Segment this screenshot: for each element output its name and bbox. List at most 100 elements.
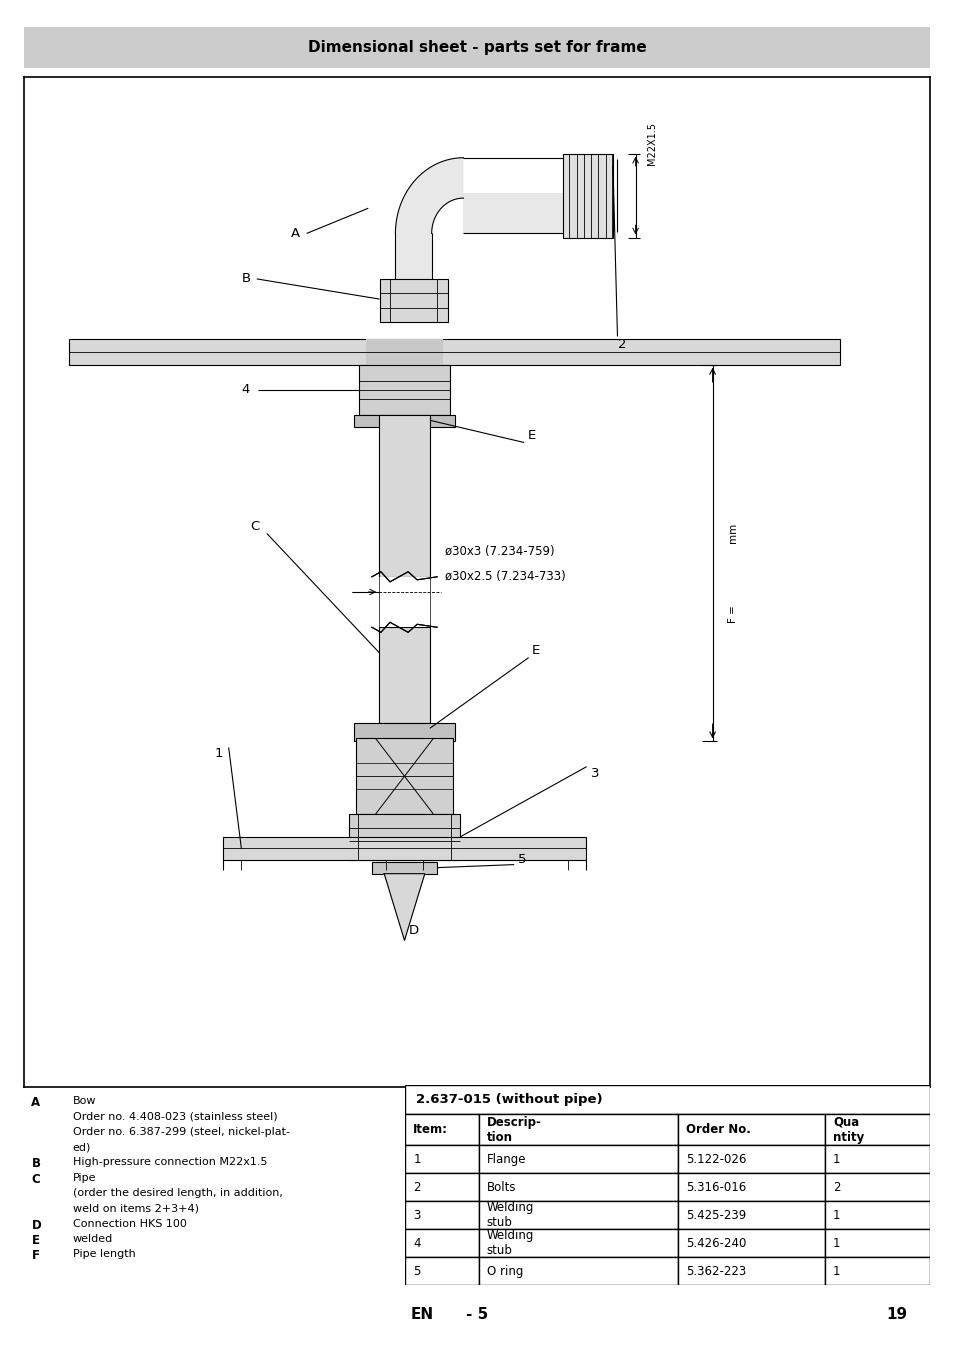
Bar bbox=[678, 1230, 824, 1257]
Text: F: F bbox=[31, 1249, 39, 1262]
Bar bbox=[348, 814, 460, 860]
Bar bbox=[824, 1202, 929, 1230]
Text: Connection HKS 100: Connection HKS 100 bbox=[72, 1219, 187, 1228]
Text: 1: 1 bbox=[832, 1265, 840, 1277]
Text: 1: 1 bbox=[214, 747, 223, 760]
Text: 3: 3 bbox=[413, 1208, 420, 1222]
Text: ø30x2.5 (7.234-733): ø30x2.5 (7.234-733) bbox=[445, 570, 565, 583]
Text: Order no. 6.387-299 (steel, nickel-plat-: Order no. 6.387-299 (steel, nickel-plat- bbox=[72, 1127, 290, 1137]
Text: welded: welded bbox=[72, 1234, 113, 1245]
Bar bbox=[405, 1145, 478, 1173]
Text: 5.362-223: 5.362-223 bbox=[685, 1265, 745, 1277]
Text: (order the desired length, in addition,: (order the desired length, in addition, bbox=[72, 1188, 282, 1197]
Bar bbox=[678, 1257, 824, 1285]
Bar bbox=[405, 1085, 929, 1114]
Text: - 5: - 5 bbox=[465, 1307, 488, 1323]
Text: 2: 2 bbox=[618, 338, 625, 351]
Text: A: A bbox=[291, 227, 300, 240]
Bar bbox=[478, 1257, 678, 1285]
Polygon shape bbox=[384, 873, 424, 941]
Bar bbox=[378, 628, 430, 724]
Text: ed): ed) bbox=[72, 1142, 91, 1152]
Bar bbox=[678, 1173, 824, 1202]
Bar bbox=[69, 339, 839, 365]
Text: 5.425-239: 5.425-239 bbox=[685, 1208, 745, 1222]
Text: A: A bbox=[31, 1096, 40, 1110]
Bar bbox=[824, 1114, 929, 1145]
Bar bbox=[463, 193, 562, 234]
Text: Pipe: Pipe bbox=[72, 1173, 96, 1183]
Bar bbox=[355, 738, 453, 814]
Text: Pipe length: Pipe length bbox=[72, 1249, 135, 1260]
Text: Bolts: Bolts bbox=[486, 1181, 516, 1193]
Text: B: B bbox=[31, 1157, 40, 1170]
Text: 5.426-240: 5.426-240 bbox=[685, 1237, 746, 1250]
Bar bbox=[378, 576, 430, 628]
Text: Order no. 4.408-023 (stainless steel): Order no. 4.408-023 (stainless steel) bbox=[72, 1111, 277, 1122]
Bar bbox=[358, 364, 450, 416]
Text: mm: mm bbox=[727, 522, 737, 543]
Text: 2: 2 bbox=[413, 1181, 420, 1193]
Polygon shape bbox=[395, 158, 463, 234]
Bar bbox=[478, 1230, 678, 1257]
Bar bbox=[824, 1230, 929, 1257]
Text: 4: 4 bbox=[413, 1237, 420, 1250]
Text: Welding
stub: Welding stub bbox=[486, 1230, 534, 1257]
Text: C: C bbox=[31, 1173, 40, 1185]
Text: Item:: Item: bbox=[413, 1123, 448, 1137]
Text: 5.122-026: 5.122-026 bbox=[685, 1153, 746, 1166]
Bar bbox=[366, 339, 442, 365]
Text: 1: 1 bbox=[832, 1208, 840, 1222]
Bar bbox=[223, 837, 585, 860]
Text: Qua
ntity: Qua ntity bbox=[832, 1116, 863, 1143]
Text: 1: 1 bbox=[832, 1153, 840, 1166]
Text: Order No.: Order No. bbox=[685, 1123, 750, 1137]
Text: 1: 1 bbox=[832, 1237, 840, 1250]
Text: M22X1.5: M22X1.5 bbox=[646, 123, 657, 165]
Text: E: E bbox=[527, 429, 535, 441]
Text: E: E bbox=[531, 644, 539, 657]
Text: 5.316-016: 5.316-016 bbox=[685, 1181, 745, 1193]
Text: C: C bbox=[250, 520, 259, 533]
Bar bbox=[354, 724, 455, 741]
Text: 5: 5 bbox=[413, 1265, 420, 1277]
Text: ø30x3 (7.234-759): ø30x3 (7.234-759) bbox=[445, 545, 555, 558]
Bar bbox=[478, 1145, 678, 1173]
Text: weld on items 2+3+4): weld on items 2+3+4) bbox=[72, 1203, 198, 1214]
Bar bbox=[405, 1257, 478, 1285]
Text: Welding
stub: Welding stub bbox=[486, 1202, 534, 1230]
Bar bbox=[405, 1173, 478, 1202]
Bar bbox=[478, 1173, 678, 1202]
Bar bbox=[824, 1257, 929, 1285]
Bar bbox=[354, 416, 455, 428]
Text: D: D bbox=[31, 1219, 41, 1231]
Bar bbox=[678, 1202, 824, 1230]
Text: 1: 1 bbox=[413, 1153, 420, 1166]
Text: Dimensional sheet - parts set for frame: Dimensional sheet - parts set for frame bbox=[307, 39, 646, 55]
Bar bbox=[562, 154, 612, 238]
Text: 19: 19 bbox=[885, 1307, 906, 1323]
Bar bbox=[405, 1202, 478, 1230]
Text: Flange: Flange bbox=[486, 1153, 526, 1166]
Text: 2: 2 bbox=[832, 1181, 840, 1193]
Bar bbox=[378, 416, 430, 576]
Text: 5: 5 bbox=[517, 853, 526, 867]
Bar bbox=[379, 279, 447, 323]
Text: EN: EN bbox=[411, 1307, 434, 1323]
Bar bbox=[824, 1145, 929, 1173]
Text: Bow: Bow bbox=[72, 1096, 96, 1106]
Text: B: B bbox=[241, 273, 251, 285]
Bar bbox=[478, 1114, 678, 1145]
Bar bbox=[678, 1145, 824, 1173]
Text: Descrip-
tion: Descrip- tion bbox=[486, 1116, 541, 1143]
Text: O ring: O ring bbox=[486, 1265, 522, 1277]
Text: 4: 4 bbox=[241, 383, 250, 397]
Text: High-pressure connection M22x1.5: High-pressure connection M22x1.5 bbox=[72, 1157, 267, 1168]
Bar bbox=[478, 1202, 678, 1230]
Bar bbox=[824, 1173, 929, 1202]
Text: D: D bbox=[408, 923, 418, 937]
Text: F =: F = bbox=[727, 605, 737, 622]
Bar bbox=[371, 576, 437, 628]
Text: 3: 3 bbox=[590, 767, 598, 780]
Text: E: E bbox=[31, 1234, 39, 1247]
